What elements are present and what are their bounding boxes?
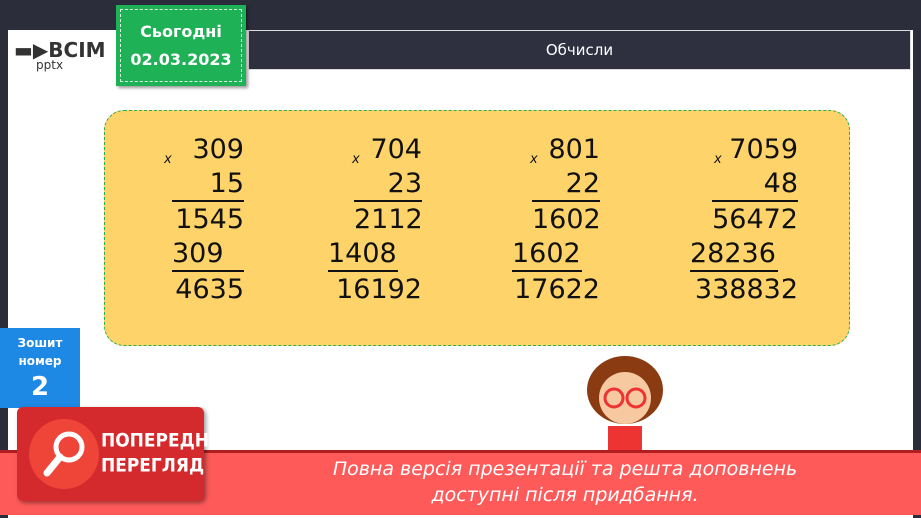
logo: ▬▶ВСІМ pptx [14,38,106,72]
calculation-1: x 309 15 1545 309 4635 [164,134,244,305]
date-badge: Сьогодні 02.03.2023 [116,5,246,86]
slide-header: Обчисли [248,30,911,70]
calculation-4: x 7059 48 56472 28236 338832 [690,134,798,305]
slide-title: Обчисли [545,41,614,59]
notebook-number: Зошит номер 2 [0,328,80,408]
calculation-2: x 704 23 2112 1408 16192 [328,134,423,305]
girl-illustration [587,356,663,450]
magnifier-icon [29,419,99,489]
purchase-text: Повна версія презентації та решта доповн… [332,458,798,506]
calculations-box [104,110,850,346]
graduation-cap-icon: ▬▶ [14,38,49,62]
preview-button[interactable]: ПОПЕРЕДНІЙ ПЕРЕГЛЯД [17,407,230,501]
calculation-3: x 801 22 1602 1602 17622 [512,134,601,305]
